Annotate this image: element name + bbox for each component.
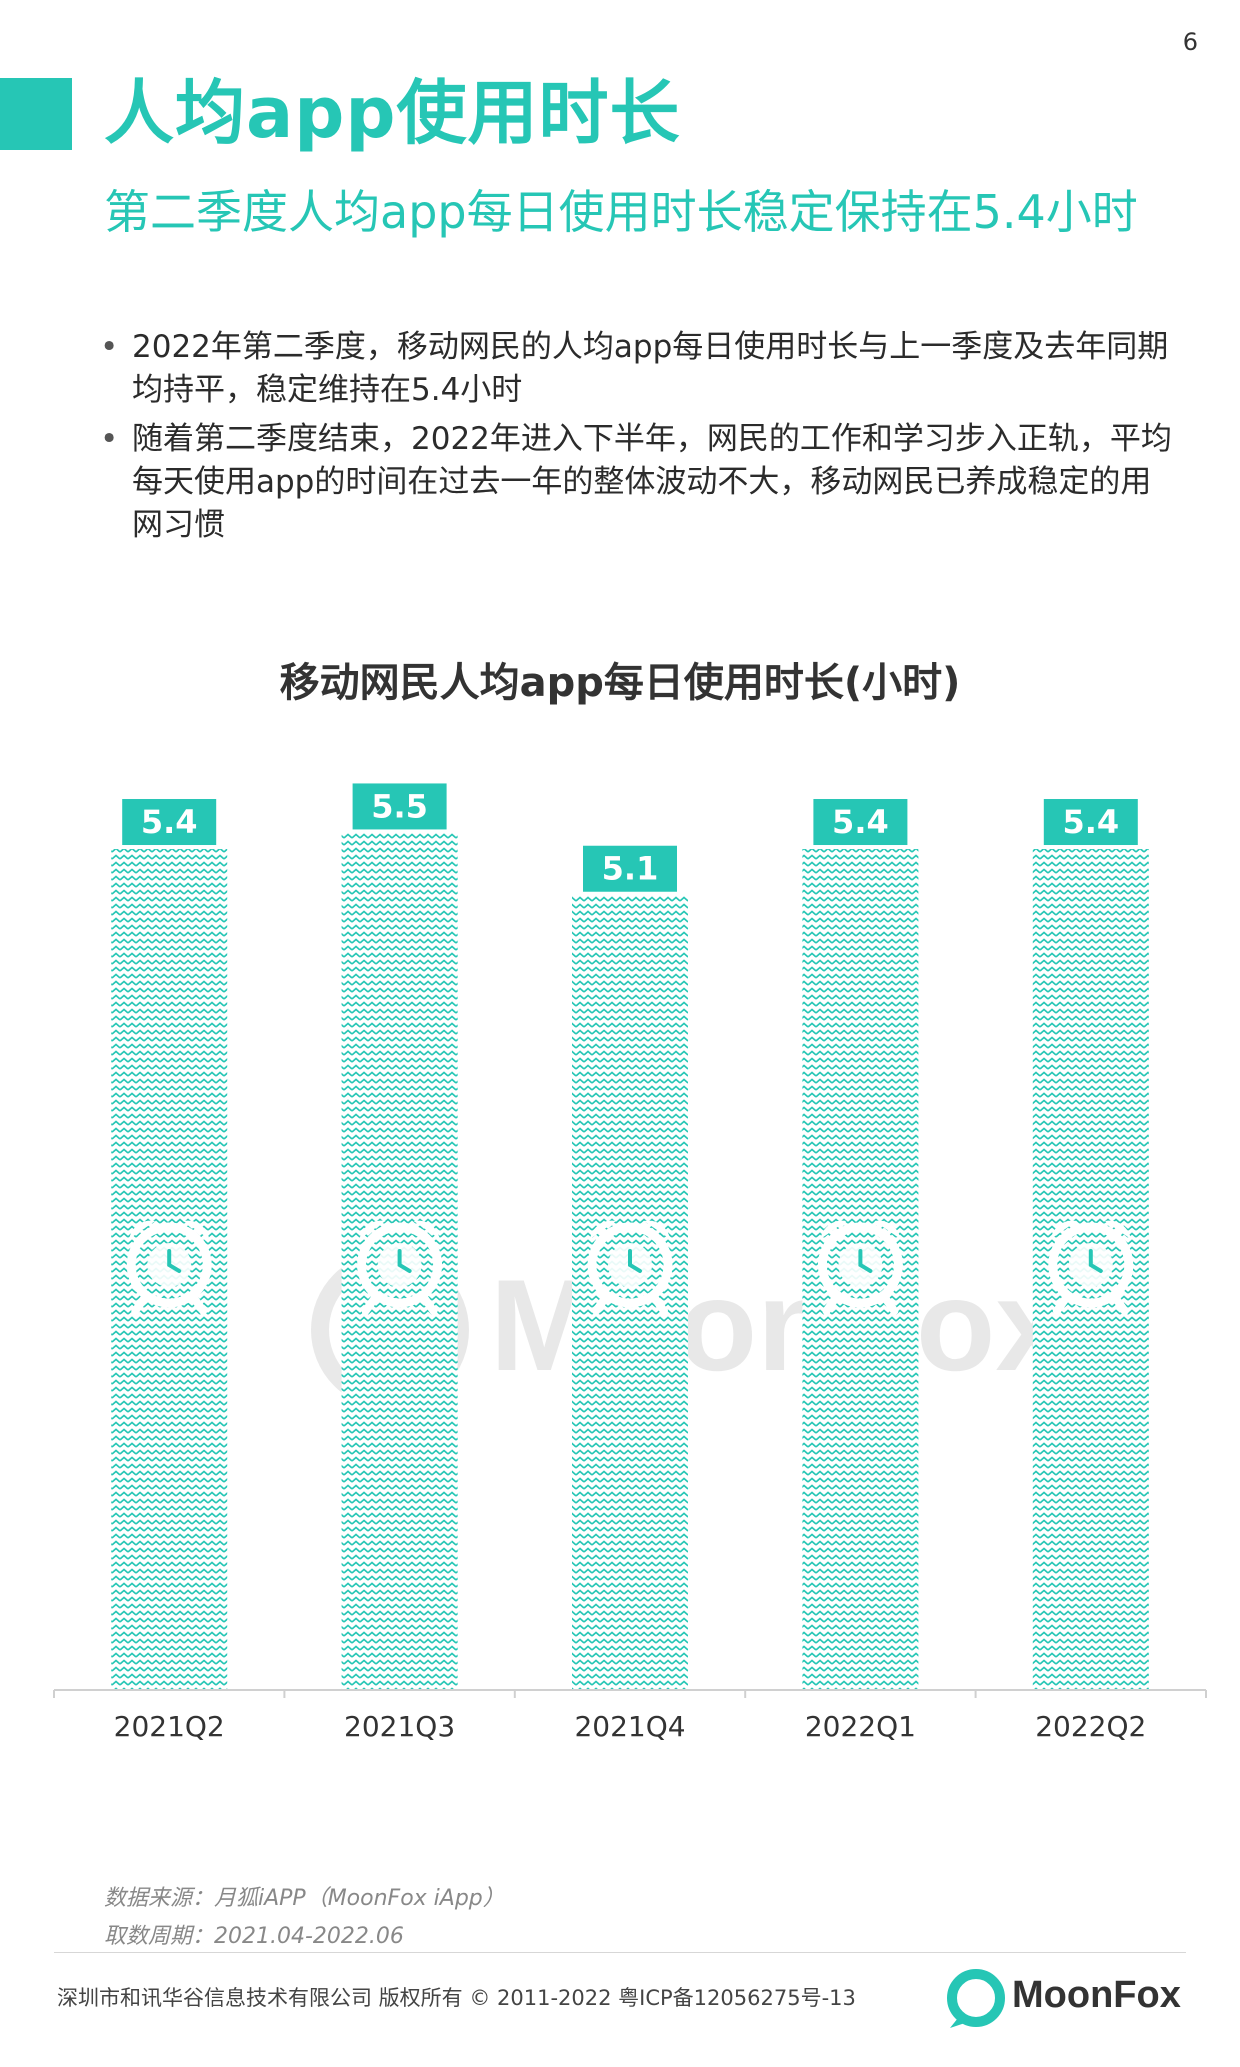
bar-2021Q4 — [572, 895, 688, 1690]
data-label: 5.5 — [371, 787, 428, 825]
data-source: 数据来源：月狐iAPP（MoonFox iApp） — [104, 1886, 505, 1911]
bullet-list: 2022年第二季度，移动网民的人均app每日使用时长与上一季度及去年同期均持平，… — [100, 326, 1180, 553]
page-title: 人均app使用时长 — [104, 72, 681, 154]
x-tick-label: 2021Q4 — [574, 1710, 685, 1743]
data-label: 5.4 — [141, 803, 198, 841]
x-tick-label: 2022Q2 — [1035, 1710, 1146, 1743]
data-label: 5.1 — [602, 850, 659, 888]
data-label-box — [813, 799, 908, 846]
chart-title: 移动网民人均app每日使用时长(小时) — [279, 660, 961, 706]
x-tick-label: 2021Q2 — [114, 1710, 225, 1743]
page-subtitle: 第二季度人均app每日使用时长稳定保持在5.4小时 — [104, 185, 1138, 239]
data-label: 5.4 — [832, 803, 889, 841]
bullet-item: 2022年第二季度，移动网民的人均app每日使用时长与上一季度及去年同期均持平，… — [100, 326, 1180, 412]
title-accent-block — [0, 78, 72, 150]
bar-chart: MoonFox 5.4 5.55.15.4 5.4 2021Q2 2021Q3 2021… — [53, 783, 1207, 1743]
x-tick-label: 2022Q1 — [805, 1710, 916, 1743]
moonfox-logo-icon — [947, 1969, 1005, 2028]
footer-divider — [54, 1952, 1186, 1953]
x-tick-label: 2021Q3 — [344, 1710, 455, 1743]
data-label-box — [583, 845, 677, 892]
data-label-box — [122, 799, 217, 846]
bullet-item: 随着第二季度结束，2022年进入下半年，网民的工作和学习步入正轨，平均每天使用a… — [100, 418, 1180, 547]
data-period: 取数周期：2021.04-2022.06 — [104, 1924, 404, 1949]
footer-copyright: 深圳市和讯华谷信息技术有限公司 版权所有 © 2011-2022 粤ICP备12… — [57, 1986, 856, 2010]
data-label: 5.4 — [1062, 803, 1119, 841]
page-number: 6 — [1182, 28, 1198, 56]
footer-logo-text: MoonFox — [1012, 1974, 1181, 2016]
data-label-box — [352, 783, 447, 830]
data-label-box — [1043, 799, 1138, 846]
